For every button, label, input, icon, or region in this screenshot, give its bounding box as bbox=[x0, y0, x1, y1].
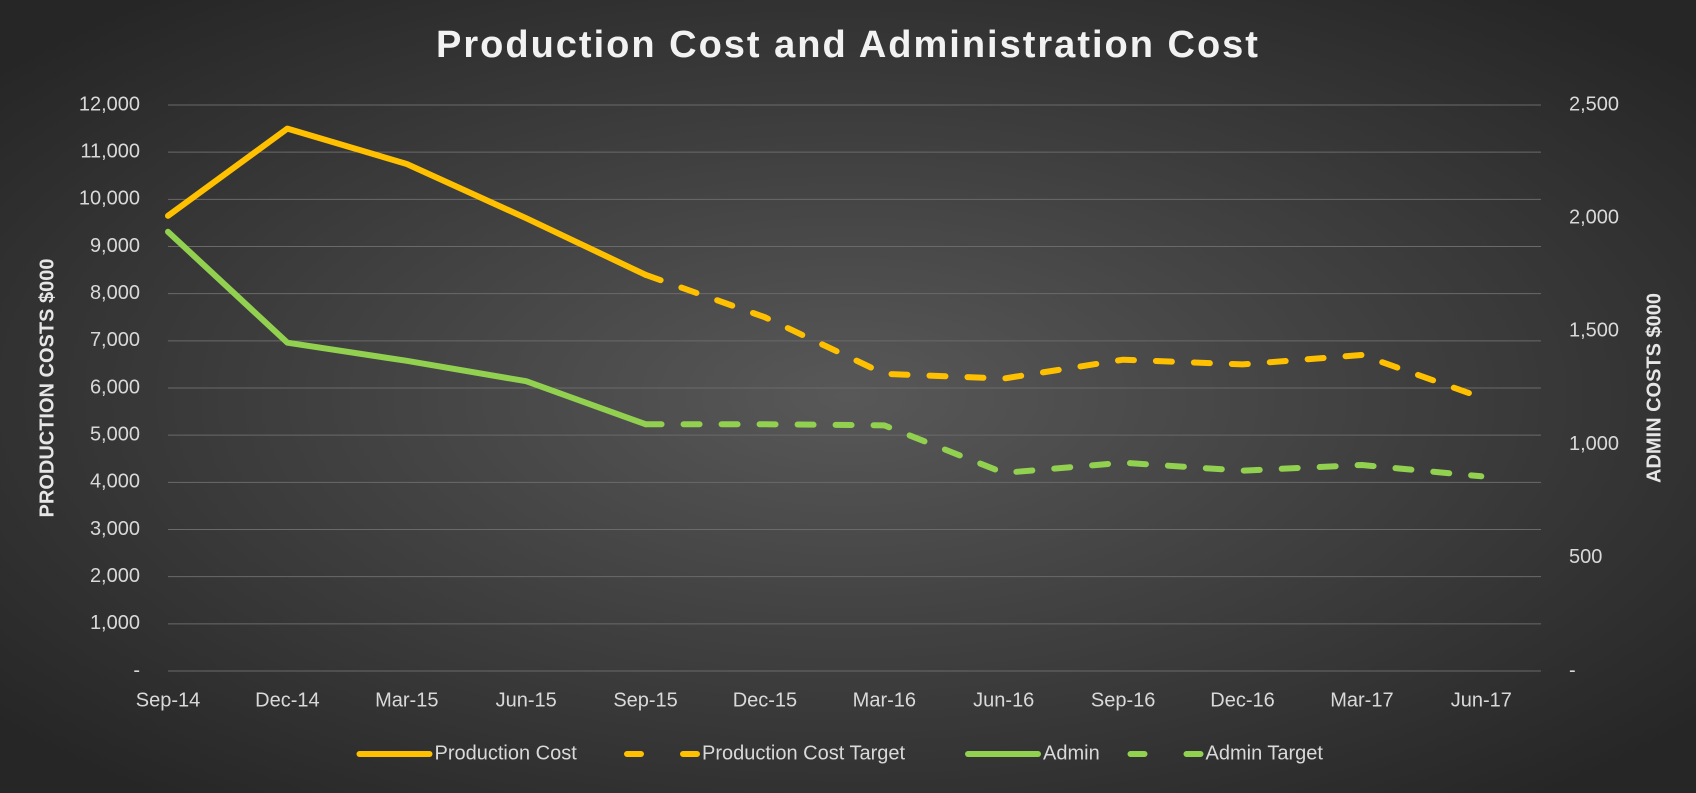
x-tick-label: Dec-15 bbox=[733, 689, 797, 711]
y-tick-label: 6,000 bbox=[90, 376, 140, 398]
y-tick-label: 12,000 bbox=[79, 93, 140, 115]
x-tick-label: Dec-16 bbox=[1210, 689, 1274, 711]
y-tick-label: 1,000 bbox=[90, 612, 140, 634]
series-line bbox=[165, 228, 649, 428]
y2-tick-label: 2,500 bbox=[1569, 93, 1619, 115]
y-tick-label: 3,000 bbox=[90, 518, 140, 540]
series-line bbox=[165, 125, 649, 278]
x-tick-label: Jun-16 bbox=[973, 689, 1034, 711]
y-tick-label: 10,000 bbox=[79, 188, 140, 210]
x-tick-label: Dec-14 bbox=[255, 689, 319, 711]
x-tick-label: Mar-15 bbox=[375, 689, 438, 711]
y-tick-label: - bbox=[133, 659, 140, 681]
x-tick-label: Sep-14 bbox=[136, 689, 201, 711]
y2-tick-label: 1,500 bbox=[1569, 320, 1619, 342]
y-tick-label: 7,000 bbox=[90, 329, 140, 351]
y-axis-label: PRODUCTION COSTS $000 bbox=[36, 259, 58, 518]
x-tick-label: Mar-16 bbox=[853, 689, 916, 711]
y2-tick-label: 1,000 bbox=[1569, 433, 1619, 455]
y-tick-label: 4,000 bbox=[90, 471, 140, 493]
legend-label: Admin Target bbox=[1206, 742, 1324, 764]
chart-title: Production Cost and Administration Cost bbox=[436, 24, 1260, 66]
series-line bbox=[642, 421, 1485, 480]
y2-tick-label: - bbox=[1569, 659, 1576, 681]
y-tick-label: 11,000 bbox=[80, 140, 140, 162]
x-tick-label: Sep-16 bbox=[1091, 689, 1156, 711]
y2-tick-label: 500 bbox=[1569, 546, 1602, 568]
legend-label: Production Cost bbox=[435, 742, 578, 764]
x-tick-label: Jun-17 bbox=[1451, 689, 1512, 711]
x-tick-label: Jun-15 bbox=[496, 689, 557, 711]
x-tick-label: Mar-17 bbox=[1330, 689, 1393, 711]
x-tick-label: Sep-15 bbox=[613, 689, 678, 711]
legend-label: Admin bbox=[1043, 742, 1100, 764]
y2-axis-label: ADMIN COSTS $000 bbox=[1643, 293, 1665, 483]
legend-label: Production Cost Target bbox=[702, 742, 906, 764]
y-tick-label: 9,000 bbox=[90, 235, 140, 257]
y-tick-label: 5,000 bbox=[90, 423, 140, 445]
y2-tick-label: 2,000 bbox=[1569, 206, 1619, 228]
y-tick-label: 2,000 bbox=[90, 565, 140, 587]
y-tick-label: 8,000 bbox=[90, 282, 140, 304]
